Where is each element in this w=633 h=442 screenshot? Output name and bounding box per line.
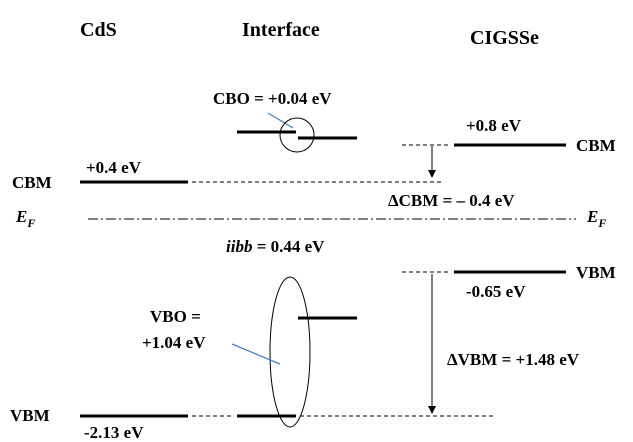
fermi-label-left: EF	[15, 207, 35, 230]
iibb-label: iibb = 0.44 eV	[226, 237, 325, 256]
delta-cbm-label: ΔCBM = – 0.4 eV	[388, 191, 515, 210]
fermi-label-right: EF	[586, 207, 606, 230]
cigsse-vbm-label: VBM	[576, 263, 616, 282]
vbo-leader-line	[231, 343, 281, 365]
cbo-label: CBO = +0.04 eV	[213, 89, 332, 108]
cds-cbm-value: +0.4 eV	[86, 158, 142, 177]
header-cigsse: CIGSSe	[470, 27, 539, 49]
header-interface: Interface	[242, 19, 320, 41]
cigsse-vbm-value: -0.65 eV	[466, 282, 526, 301]
cds-vbm-value: -2.13 eV	[84, 423, 144, 442]
cigsse-cbm-value: +0.8 eV	[466, 116, 522, 135]
cds-cbm-label: CBM	[12, 173, 52, 192]
header-cds: CdS	[80, 19, 117, 41]
delta-vbm-label: ΔVBM = +1.48 eV	[447, 350, 580, 369]
cds-vbm-label: VBM	[10, 406, 50, 425]
vbo-label-line1: VBO =	[150, 307, 201, 326]
vbo-ellipse	[269, 276, 311, 428]
cbo-circle	[279, 117, 315, 153]
cigsse-cbm-label: CBM	[576, 136, 616, 155]
vbo-label-line2: +1.04 eV	[142, 333, 206, 352]
cbo-leader-line	[267, 112, 294, 129]
